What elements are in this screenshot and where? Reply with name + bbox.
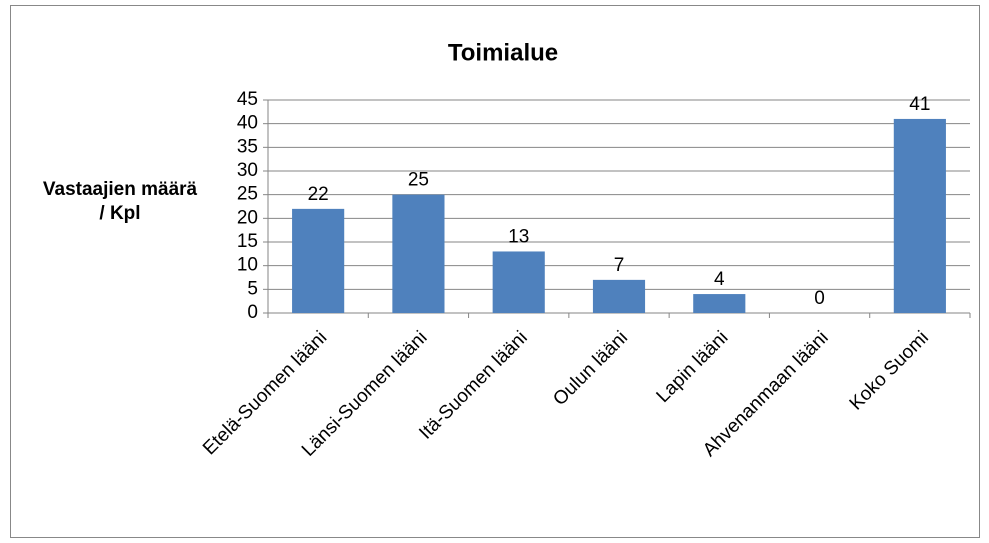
bar — [492, 251, 545, 313]
y-tick-label: 30 — [237, 160, 258, 181]
data-label: 13 — [508, 226, 529, 247]
y-tick-label: 0 — [247, 302, 258, 323]
bar — [693, 294, 746, 313]
y-tick-label: 35 — [237, 136, 258, 157]
y-tick-label: 5 — [247, 278, 258, 299]
bar — [392, 194, 445, 313]
y-tick-label: 40 — [237, 113, 258, 134]
y-tick-label: 15 — [237, 231, 258, 252]
chart-title: Toimialue — [448, 39, 558, 66]
data-label: 7 — [614, 255, 625, 276]
data-label: 0 — [814, 288, 825, 309]
data-label: 25 — [408, 170, 429, 191]
data-label: 41 — [909, 94, 930, 115]
y-tick-label: 45 — [237, 89, 258, 110]
bar — [592, 279, 646, 313]
y-tick-label: 20 — [237, 207, 258, 228]
y-tick-label: 25 — [237, 184, 258, 205]
data-label: 4 — [714, 269, 725, 290]
y-tick-label: 10 — [237, 255, 258, 276]
bar — [292, 208, 345, 313]
bar — [893, 118, 946, 313]
y-axis-label: Vastaajien määrä / Kpl — [42, 179, 198, 224]
data-label: 22 — [308, 184, 329, 205]
